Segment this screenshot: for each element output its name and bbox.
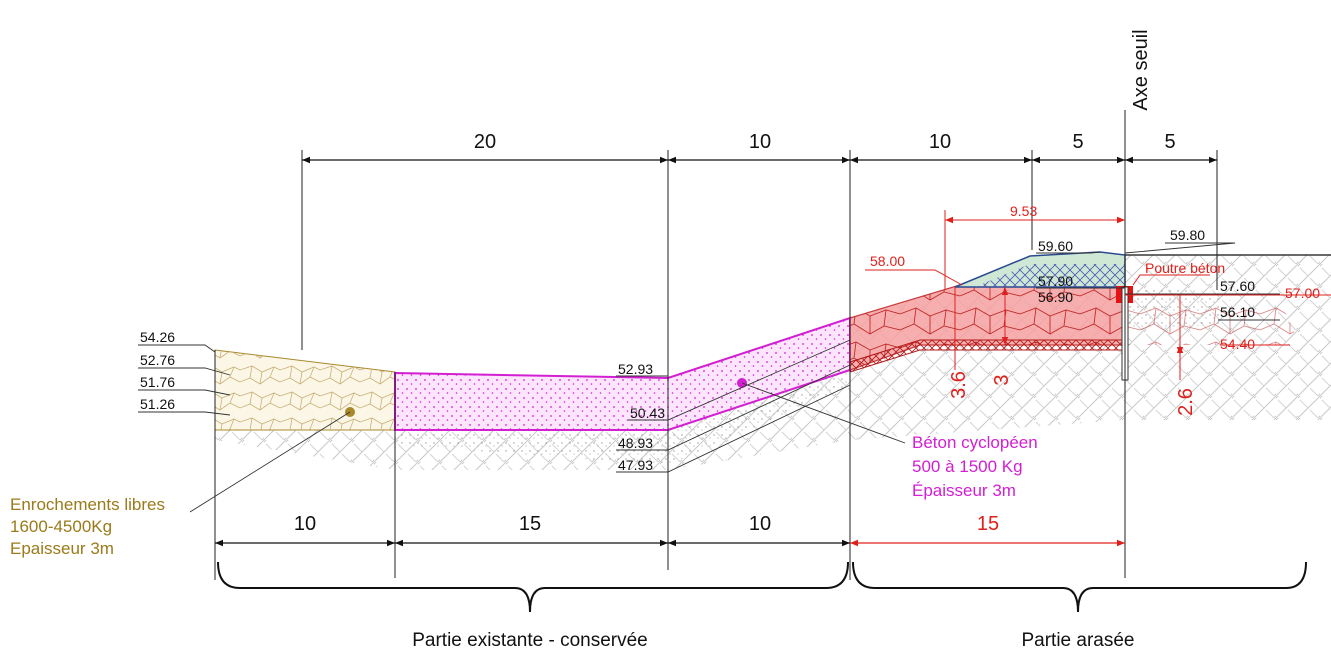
- section-label: Partie arasée: [1021, 630, 1134, 651]
- annotation: 1600-4500Kg: [10, 517, 112, 536]
- red-leaders: [865, 216, 1331, 380]
- concrete-leader: [741, 382, 906, 444]
- annotation: Epaisseur 3m: [10, 539, 114, 558]
- level-label: 51.26: [140, 396, 175, 412]
- dimension: 3: [991, 374, 1013, 385]
- level-label: 47.93: [618, 457, 653, 473]
- level-label: 58.00: [870, 253, 905, 269]
- axis-label: Axe seuil: [1130, 29, 1152, 110]
- level-label: 59.80: [1170, 227, 1205, 243]
- filter-layer: [395, 370, 850, 465]
- dimension: 15: [519, 513, 541, 535]
- dimension: 3.6: [948, 371, 970, 399]
- level-label: 48.93: [618, 435, 653, 451]
- level-label: 50.43: [630, 405, 665, 421]
- red-rock-texture: [850, 285, 1125, 370]
- concrete-texture: [395, 318, 850, 430]
- dimension: 10: [294, 513, 316, 535]
- dimension: 20: [474, 131, 496, 153]
- dimension: 5: [1072, 131, 1083, 153]
- level-label: 56.10: [1220, 304, 1255, 320]
- level-leaders: [138, 242, 1280, 473]
- dimension: 5: [1164, 131, 1175, 153]
- level-label: 57.90: [1038, 273, 1073, 289]
- dimension: 10: [929, 131, 951, 153]
- annotation: Épaisseur 3m: [912, 481, 1016, 500]
- bracket: [217, 561, 849, 613]
- riprap-leader: [189, 411, 351, 513]
- annotation: 500 à 1500 Kg: [912, 457, 1023, 476]
- level-label: 54.40: [1220, 336, 1255, 352]
- annotation: Enrochements libres: [10, 495, 165, 514]
- dimension: 10: [749, 513, 771, 535]
- level-label: 57.60: [1220, 278, 1255, 294]
- bracket: [852, 561, 1307, 613]
- level-label: 52.76: [140, 352, 175, 368]
- level-label: 59.60: [1038, 238, 1073, 254]
- section-label: Partie existante - conservée: [412, 630, 648, 651]
- right-rock: [1125, 300, 1300, 345]
- riprap-texture: [215, 350, 395, 430]
- level-label: 51.76: [140, 374, 175, 390]
- dimension: 2.6: [1175, 388, 1197, 416]
- level-label: 54.26: [140, 329, 175, 345]
- beam-label: Poutre béton: [1145, 260, 1225, 276]
- annotation: Béton cyclopéen: [912, 433, 1038, 452]
- dimension: 10: [749, 131, 771, 153]
- dimension: 9.53: [1010, 203, 1037, 219]
- dimension: 15: [977, 513, 999, 535]
- level-label: 57.00: [1285, 285, 1320, 301]
- crest-texture: [975, 264, 1125, 287]
- level-label: 52.93: [618, 361, 653, 377]
- level-label: 56.90: [1038, 289, 1073, 305]
